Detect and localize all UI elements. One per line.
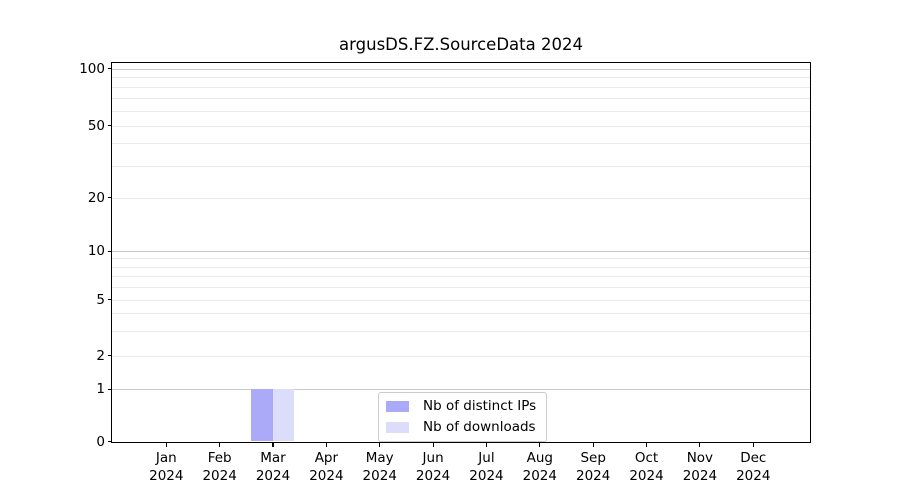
x-tick-mark (485, 443, 488, 448)
x-tick-year: 2024 (202, 467, 237, 484)
x-tick-year: 2024 (736, 467, 771, 484)
x-tick-label: Nov 2024 (664, 450, 736, 485)
gridline (112, 355, 810, 357)
x-tick-label: Jun 2024 (397, 450, 469, 485)
gridline (112, 266, 810, 268)
y-tick-label: 50 (87, 117, 105, 134)
legend: Nb of distinct IPs Nb of downloads (378, 392, 548, 442)
x-tick-year: 2024 (682, 467, 718, 484)
gridline-major (112, 251, 810, 252)
gridline-major (112, 389, 810, 390)
gridline (112, 165, 810, 167)
x-tick-month: Nov (686, 450, 714, 466)
x-tick-mark (539, 443, 541, 448)
gridline (112, 110, 810, 112)
legend-swatch-distinct-ips (386, 400, 409, 412)
x-tick-label: May 2024 (344, 450, 416, 485)
gridline (112, 330, 810, 332)
gridline-major (112, 68, 810, 70)
y-tick-mark (107, 68, 112, 70)
y-tick-label: 100 (79, 60, 105, 77)
legend-item-downloads: Nb of downloads (386, 419, 536, 435)
gridline (112, 125, 810, 127)
y-tick-mark (107, 299, 112, 301)
bar-nb-of-downloads-mar-2024 (272, 389, 295, 442)
plot-area: Nb of distinct IPs Nb of downloads (111, 62, 811, 443)
legend-label-downloads: Nb of downloads (423, 419, 536, 435)
y-tick-label: 20 (87, 189, 105, 206)
x-tick-label: Oct 2024 (611, 450, 683, 485)
y-tick-mark (107, 388, 112, 390)
y-tick-label: 2 (96, 347, 105, 364)
x-tick-year: 2024 (629, 467, 664, 484)
bar-nb-of-distinct-ips-mar-2024 (251, 389, 273, 442)
x-tick-year: 2024 (522, 467, 557, 484)
x-tick-mark (165, 443, 167, 448)
y-tick-label: 0 (96, 433, 105, 450)
x-tick-label: Jul 2024 (450, 450, 522, 485)
gridline (112, 86, 810, 88)
x-tick-mark (379, 443, 381, 448)
x-tick-year: 2024 (575, 467, 611, 484)
x-tick-month: May (365, 450, 394, 466)
y-tick-mark (107, 441, 112, 443)
x-tick-year: 2024 (469, 467, 504, 484)
x-tick-month: Sep (580, 450, 606, 466)
y-tick-mark (107, 197, 112, 199)
gridline (112, 299, 810, 301)
gridline (112, 286, 810, 288)
y-tick-mark (107, 125, 112, 127)
x-tick-year: 2024 (255, 467, 291, 484)
legend-item-distinct-ips: Nb of distinct IPs (386, 398, 536, 414)
x-tick-year: 2024 (415, 467, 451, 484)
y-tick-label: 5 (96, 291, 105, 308)
x-tick-mark (272, 443, 274, 448)
x-tick-label: Sep 2024 (557, 450, 629, 485)
gridline (112, 97, 810, 99)
x-tick-mark (645, 443, 648, 448)
x-tick-month: Jun (422, 450, 444, 466)
legend-label-distinct-ips: Nb of distinct IPs (423, 398, 537, 414)
x-tick-month: Mar (260, 450, 286, 466)
x-tick-mark (219, 443, 221, 448)
chart-title: argusDS.FZ.SourceData 2024 (339, 35, 583, 54)
x-tick-label: Jan 2024 (130, 450, 202, 485)
x-tick-year: 2024 (309, 467, 344, 484)
y-tick-mark (107, 355, 112, 357)
x-tick-month: Aug (526, 450, 553, 466)
x-tick-label: Feb 2024 (184, 450, 256, 485)
x-tick-month: Apr (314, 450, 339, 466)
x-tick-label: Dec 2024 (717, 450, 789, 485)
legend-swatch-downloads (386, 421, 409, 433)
gridline (112, 275, 810, 277)
x-tick-year: 2024 (149, 467, 184, 484)
x-tick-mark (592, 443, 594, 448)
x-tick-mark (325, 443, 327, 448)
gridline (112, 197, 810, 199)
y-tick-mark (107, 250, 112, 252)
x-tick-mark (432, 443, 434, 448)
x-tick-month: Oct (634, 450, 659, 466)
x-tick-mark (699, 443, 701, 448)
gridline (112, 313, 810, 315)
x-tick-month: Jul (478, 450, 495, 466)
x-tick-label: Mar 2024 (237, 450, 309, 485)
y-tick-label: 1 (96, 381, 105, 398)
gridline (112, 258, 810, 260)
x-tick-label: Apr 2024 (290, 450, 362, 485)
gridline (112, 77, 810, 79)
x-tick-label: Aug 2024 (504, 450, 576, 485)
x-tick-year: 2024 (362, 467, 397, 484)
gridline (112, 143, 810, 145)
x-tick-month: Feb (207, 450, 232, 466)
y-tick-label: 10 (87, 243, 105, 260)
x-tick-mark (752, 443, 754, 448)
x-tick-month: Jan (155, 450, 177, 466)
x-tick-month: Dec (740, 450, 767, 466)
